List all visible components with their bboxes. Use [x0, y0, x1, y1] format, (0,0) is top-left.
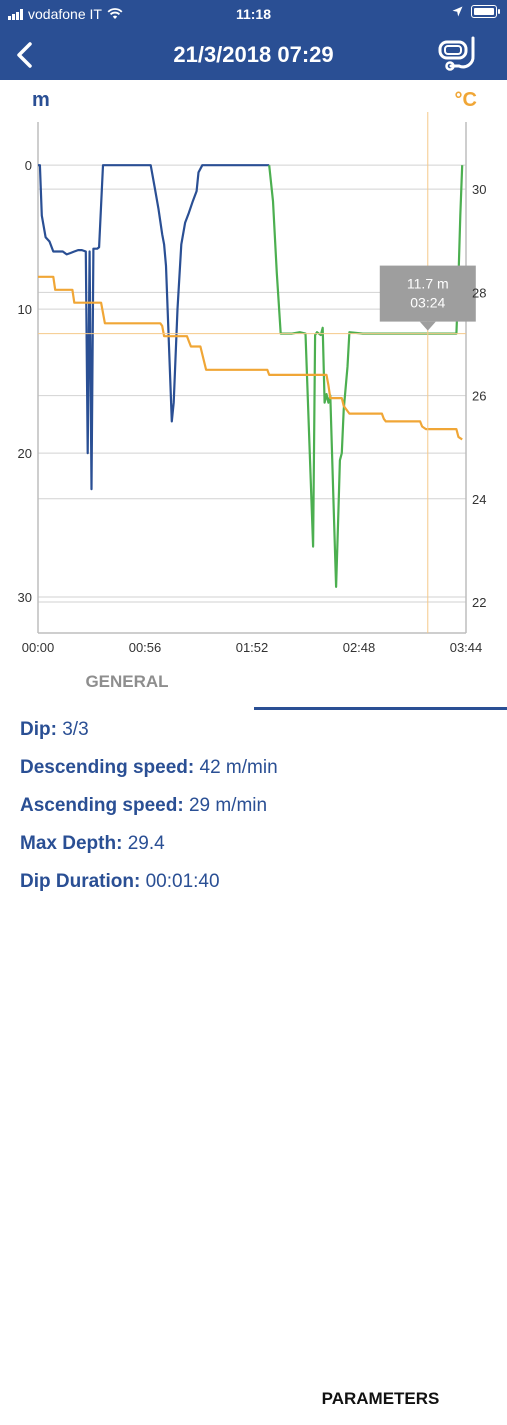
depth-tick-label: 10 [18, 302, 32, 317]
signal-icon [8, 8, 23, 20]
cursor-depth-label: 11.7 m [407, 276, 449, 292]
chart-grid [38, 164, 466, 603]
battery-icon [471, 5, 500, 18]
depth-tick-label: 0 [25, 158, 32, 173]
cursor-tooltip-box [379, 265, 476, 322]
status-right [452, 5, 500, 18]
chart-frame [37, 122, 467, 634]
temperature-axis-unit: °C [454, 89, 477, 111]
depth-tick-label: 30 [18, 590, 32, 605]
depth-previous-line [38, 164, 270, 491]
temperature-tick-label: 28 [472, 285, 486, 300]
status-time: 11:18 [235, 6, 272, 22]
param-value: 00:01:40 [145, 871, 220, 892]
carrier-name: vodafone IT [28, 6, 102, 22]
tab-bar: GENERAL PARAMETERS [0, 660, 507, 1408]
time-tick-label: 01:52 [236, 640, 269, 655]
param-ascending-speed: Ascending speed: 29 m/min [20, 793, 278, 831]
location-arrow-icon [452, 6, 463, 17]
depth-tick-label: 20 [18, 446, 32, 461]
param-label: Max Depth: [20, 833, 123, 854]
page-title: 21/3/2018 07:29 [173, 42, 334, 67]
temperature-tick-label: 24 [472, 492, 486, 507]
temperature-tick-label: 30 [472, 182, 486, 197]
dive-mask-icon[interactable] [437, 36, 481, 74]
back-chevron-icon[interactable] [10, 38, 40, 72]
time-tick-label: 03:44 [450, 640, 483, 655]
cursor-time-label: 03:24 [410, 295, 445, 311]
depth-axis-unit: m [32, 89, 50, 111]
time-tick-label: 02:48 [343, 640, 376, 655]
status-bar: vodafone IT 11:18 [0, 0, 507, 30]
param-label: Ascending speed: [20, 795, 184, 816]
chart-cursor: 11.7 m 03:24 [38, 112, 476, 633]
param-dip: Dip: 3/3 [20, 717, 278, 755]
param-dip-duration: Dip Duration: 00:01:40 [20, 869, 278, 907]
temperature-tick-label: 26 [472, 389, 486, 404]
tab-selection-indicator [254, 707, 507, 710]
param-descending-speed: Descending speed: 42 m/min [20, 755, 278, 793]
param-label: Dip Duration: [20, 871, 141, 892]
time-tick-label: 00:00 [22, 640, 55, 655]
depth-current-line [268, 165, 464, 588]
param-value: 29.4 [127, 833, 165, 854]
temperature-tick-label: 22 [472, 595, 486, 610]
param-value: 29 m/min [188, 795, 268, 816]
navigation-bar: 21/3/2018 07:29 [0, 30, 507, 80]
carrier-info: vodafone IT [8, 6, 123, 22]
chart-ticks: 0 10 20 30 22 24 26 28 30 00:00 00:56 01:52 02:48 03:… [18, 158, 487, 655]
tab-parameters[interactable]: PARAMETERS [321, 1389, 440, 1408]
param-label: Dip: [20, 719, 57, 740]
param-value: 42 m/min [199, 757, 278, 778]
tab-general[interactable]: GENERAL [85, 672, 169, 691]
param-max-depth: Max Depth: 29.4 [20, 831, 278, 869]
wifi-icon [107, 8, 123, 19]
cursor-tooltip-pointer [419, 321, 436, 331]
temperature-line [38, 275, 463, 441]
time-tick-label: 00:56 [129, 640, 162, 655]
param-label: Descending speed: [20, 757, 195, 778]
param-value: 3/3 [62, 719, 89, 740]
parameter-list: Dip: 3/3 Descending speed: 42 m/min Asce… [20, 717, 278, 907]
chart-series [38, 164, 464, 588]
